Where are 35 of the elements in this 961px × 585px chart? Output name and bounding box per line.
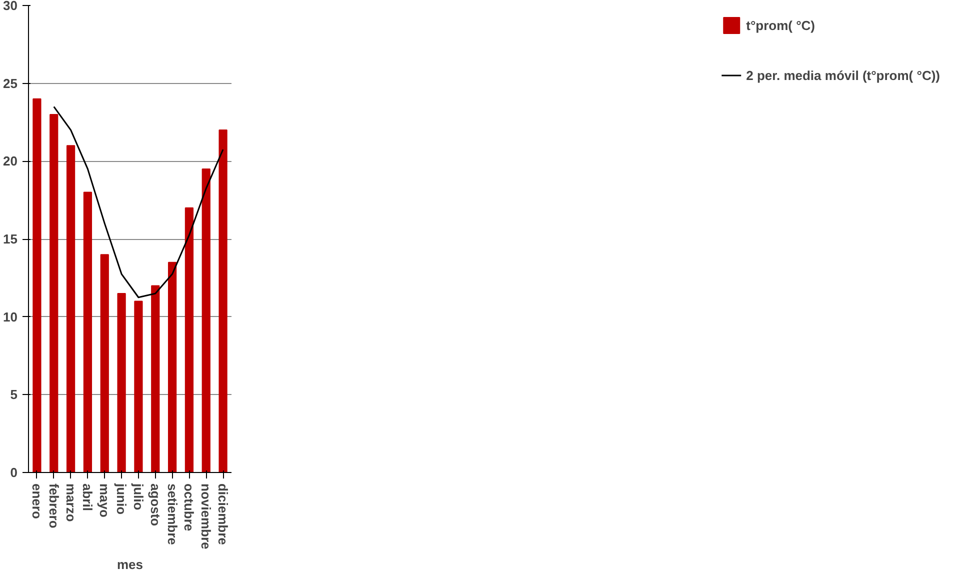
x-tick-label: febrero [46,484,62,528]
y-tick-label: 15 [3,232,18,246]
y-tick-label: 5 [10,387,18,402]
y-tick-label: 10 [3,309,18,324]
legend-label: t°prom( °C) [746,18,816,32]
y-tick-label: 0 [10,465,18,480]
bar [100,254,109,472]
y-tick-label: 30 [3,0,18,13]
x-tick-label: marzo [63,484,78,522]
y-tick-label: 20 [3,154,18,169]
x-tick-label: enero [29,484,44,519]
x-tick-label: setiembre [164,484,180,545]
bar [202,168,210,472]
line-series [53,106,224,298]
x-tick-label: noviembre [198,484,214,550]
bar [151,285,160,472]
bar [117,292,126,472]
bar [32,98,42,472]
bar [218,130,228,472]
x-tick-label: octubre [182,484,197,532]
legend-label: 2 per. media móvil (t°prom( °C)) [746,68,940,82]
bar [83,192,92,472]
bar [66,145,76,472]
x-tick-label: julio [130,482,146,510]
x-axis-title: mes [116,557,144,572]
bar [168,262,177,472]
x-tick-label: agosto [148,484,163,526]
x-tick-label: mayo [97,484,112,518]
bar [134,300,143,472]
x-tick-label: junio [114,482,130,515]
x-tick-label: diciembre [216,484,231,545]
x-tick-label: abril [80,484,96,511]
bar [184,207,194,472]
y-tick-label: 25 [3,76,18,91]
bar [50,114,58,472]
